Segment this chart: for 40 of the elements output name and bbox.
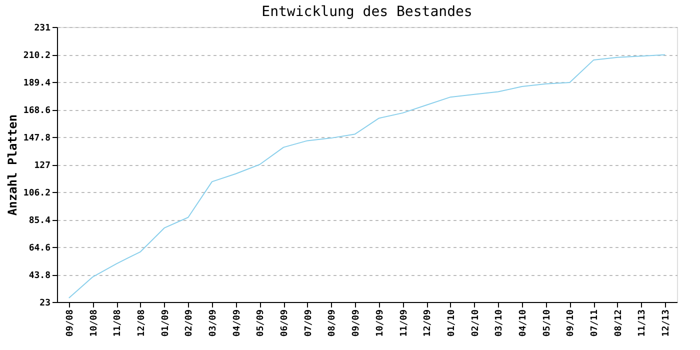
x-tick-label: 12/09 <box>423 310 434 337</box>
x-tick-label: 05/09 <box>256 310 266 337</box>
line-series <box>68 54 666 299</box>
y-tick-label: 23 <box>40 298 50 308</box>
y-tick-label: 168.6 <box>23 106 50 116</box>
chart-title: Entwicklung des Bestandes <box>262 4 472 20</box>
x-tick-label: 07/11 <box>590 310 600 337</box>
x-tick-label: 08/12 <box>614 310 624 337</box>
x-tick-label: 08/09 <box>328 310 338 337</box>
x-tick-label: 04/09 <box>232 310 242 337</box>
x-tick-label: 11/08 <box>113 310 124 337</box>
y-axis-title: Anzahl Platten <box>5 114 20 216</box>
y-tick-label: 127 <box>34 161 50 171</box>
y-tick-label: 85.4 <box>28 216 52 226</box>
y-tick-label: 147.8 <box>23 134 50 144</box>
x-tick-label: 03/10 <box>494 310 505 337</box>
x-tick-label: 06/09 <box>280 310 290 337</box>
x-tick-label: 09/09 <box>352 310 362 337</box>
x-tick-label: 12/08 <box>136 310 147 337</box>
x-tick-label: 04/10 <box>518 310 528 337</box>
x-tick-label: 01/09 <box>160 310 171 337</box>
y-tick-label: 106.2 <box>23 188 50 198</box>
x-tick-label: 02/09 <box>184 310 195 337</box>
x-tick-label: 10/09 <box>375 310 386 337</box>
x-tick-label: 11/13 <box>638 310 648 337</box>
y-tick-label: 43.8 <box>28 271 50 281</box>
x-tick-label: 10/08 <box>89 310 100 337</box>
x-tick-label: 01/10 <box>446 310 457 337</box>
y-tick-label: 210.2 <box>23 51 50 61</box>
x-tick-label: 09/10 <box>566 310 576 337</box>
x-tick-label: 07/09 <box>304 310 314 337</box>
y-tick-label: 189.4 <box>23 78 52 88</box>
x-tick-label: 03/09 <box>208 310 218 337</box>
x-tick-label: 09/08 <box>65 310 76 337</box>
x-tick-label: 05/10 <box>542 310 552 337</box>
y-tick-label: 64.6 <box>28 244 50 254</box>
y-tick-label: 231 <box>34 24 50 34</box>
x-tick-label: 11/09 <box>399 310 410 337</box>
x-tick-label: 02/10 <box>470 310 481 337</box>
x-tick-label: 12/13 <box>662 310 672 337</box>
